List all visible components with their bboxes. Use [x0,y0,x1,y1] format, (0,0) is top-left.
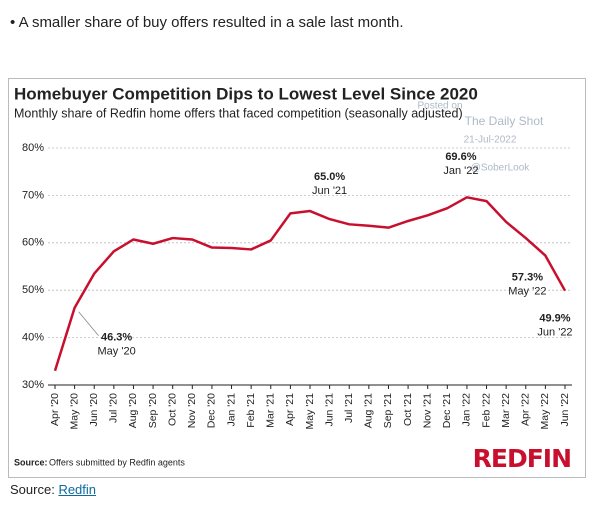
y-tick-label: 60% [22,237,44,249]
intro-text: A smaller share of buy offers resulted i… [18,14,404,31]
value-label: 65.0% [314,171,345,183]
x-tick-label: Nov '21 [421,393,433,428]
value-label-date: Jan '22 [443,165,478,177]
x-tick-label: Sep '21 [382,393,394,428]
x-tick-label: Jun '22 [559,393,571,427]
x-tick-label: Jan '21 [225,393,237,427]
x-tick-label: Jul '21 [343,393,355,423]
x-tick-label: Apr '21 [284,393,296,426]
watermark: 21-Jul-2022 [464,135,517,146]
source-text: Offers submitted by Redfin agents [49,457,185,467]
chart-subtitle: Monthly share of Redfin home offers that… [14,106,463,120]
x-tick-label: Jun '21 [323,393,335,427]
watermark: Posted on [417,101,462,112]
watermark: The Daily Shot [465,114,544,128]
value-label-date: May '20 [98,346,136,358]
watermark: @SoberLook [471,163,531,174]
chart-title: Homebuyer Competition Dips to Lowest Lev… [14,84,478,103]
x-tick-label: May '22 [539,393,551,430]
x-tick-label: Nov '20 [186,393,198,428]
x-tick-label: Mar '22 [500,393,512,428]
y-tick-label: 80% [22,142,44,154]
logo: REDFIN [473,444,571,473]
x-tick-label: Feb '21 [245,393,257,428]
x-tick-label: Jul '20 [108,393,120,423]
x-tick-label: Apr '22 [520,393,532,426]
x-tick-label: Aug '20 [127,393,139,428]
x-tick-label: May '21 [304,393,316,430]
value-label-date: Jun '22 [537,327,572,339]
x-tick-label: Sep '20 [147,393,159,428]
source-prefix: Source: [10,482,55,497]
y-tick-label: 40% [22,332,44,344]
value-label-date: May '22 [508,286,546,298]
source-link[interactable]: Redfin [58,482,97,497]
leader-line [78,311,99,336]
y-tick-label: 70% [22,189,44,201]
source-line: Source: Redfin [10,482,96,497]
x-tick-label: Jan '22 [461,393,473,427]
y-tick-label: 30% [22,379,44,391]
value-label: 57.3% [512,272,543,284]
x-tick-label: Dec '21 [441,393,453,428]
x-tick-label: Apr '20 [49,393,61,426]
y-tick-label: 50% [22,284,44,296]
x-tick-label: Feb '22 [480,393,492,428]
value-label-date: Jun '21 [312,185,347,197]
value-label: 46.3% [101,332,132,344]
source-label: Source: [14,457,48,467]
x-tick-label: May '20 [68,393,80,430]
x-tick-label: Aug '21 [363,393,375,428]
value-label: 69.6% [445,151,476,163]
x-tick-label: Jun '20 [88,393,100,427]
x-tick-label: Dec '20 [206,393,218,428]
intro: • A smaller share of buy offers resulted… [10,14,404,31]
x-tick-label: Oct '21 [402,393,414,426]
chart-frame [8,78,586,478]
series-line [53,196,567,372]
x-tick-label: Mar '21 [265,393,277,428]
value-label: 49.9% [539,313,570,325]
x-tick-label: Oct '20 [166,393,178,426]
